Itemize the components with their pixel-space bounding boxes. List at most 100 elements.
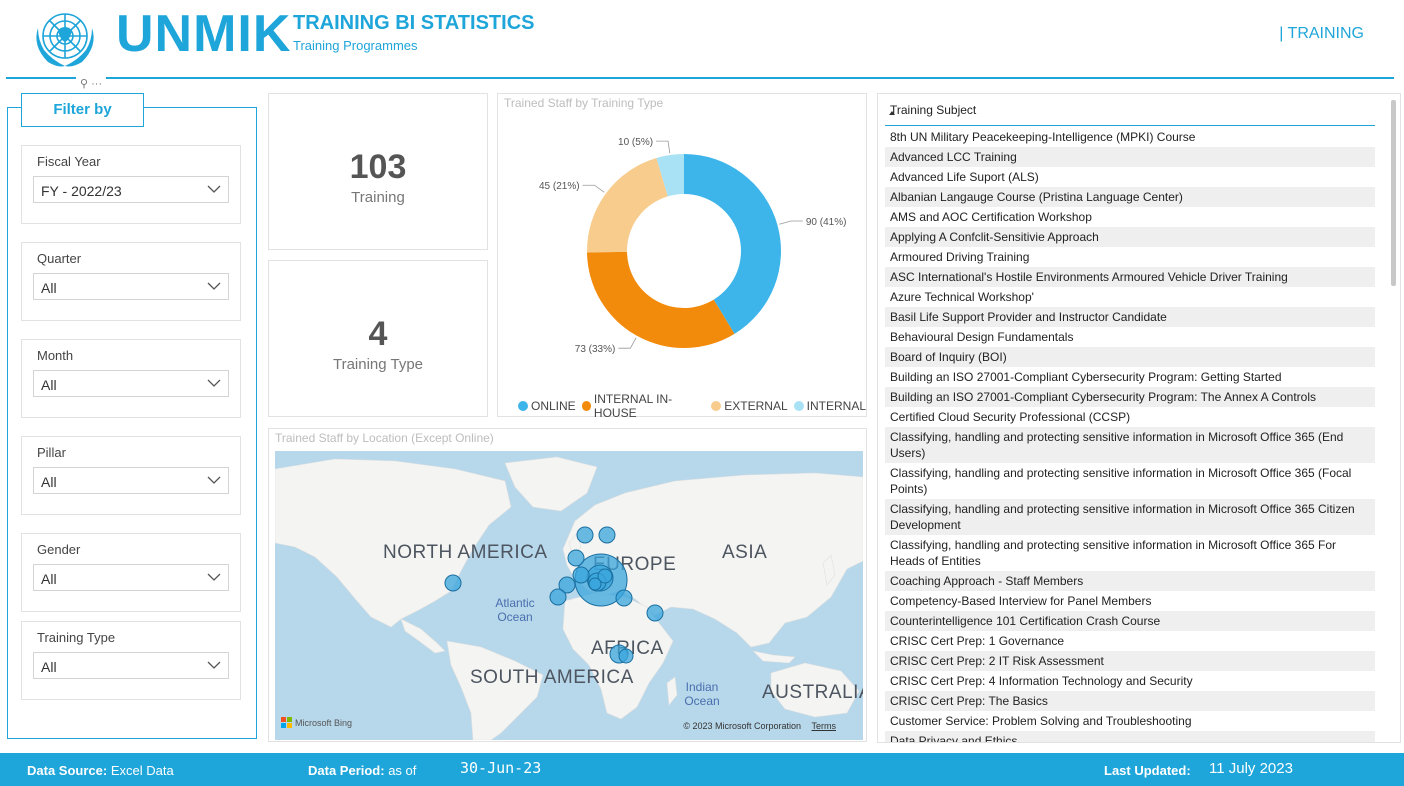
donut-slice[interactable] [656, 154, 684, 197]
kpi-value: 103 [349, 148, 407, 186]
donut-slice[interactable] [587, 251, 735, 348]
table-row[interactable]: Armoured Driving Training [890, 250, 1030, 264]
table-row[interactable]: Coaching Approach - Staff Members [885, 571, 1375, 591]
table-row[interactable]: Building an ISO 27001-Compliant Cybersec… [890, 370, 1282, 384]
legend-item[interactable]: EXTERNAL [711, 392, 788, 420]
data-label-leader [582, 184, 605, 193]
map-bubble [444, 574, 462, 592]
table-row[interactable]: Albanian Langauge Course (Pristina Langu… [885, 187, 1375, 207]
map-bubble [597, 568, 613, 584]
donut-data-label: 10 (5%) [618, 137, 653, 148]
table-scrollbar[interactable] [1391, 100, 1396, 286]
table-row[interactable]: CRISC Cert Prep: 2 IT Risk Assessment [885, 651, 1375, 671]
pin-icon[interactable]: ⚲ [80, 78, 89, 90]
slicer-label: Fiscal Year [37, 154, 101, 169]
map-bubble [618, 648, 634, 664]
legend-label: EXTERNAL [724, 399, 788, 413]
slicer-fiscal-year: Fiscal Year FY - 2022/23 [21, 145, 241, 224]
dropdown-value: All [41, 280, 57, 296]
pillar-dropdown[interactable]: All [33, 467, 229, 494]
table-row[interactable]: Classifying, handling and protecting sen… [890, 538, 1336, 568]
map-terms-link[interactable]: Terms [811, 721, 837, 731]
slicer-quarter: Quarter All [21, 242, 241, 321]
header-divider [6, 77, 1394, 79]
footer-source-value: Excel Data [110, 763, 174, 778]
table-row[interactable]: Counterintelligence 101 Certification Cr… [885, 611, 1375, 631]
slicer-training-type: Training Type All [21, 621, 241, 700]
footer-period-prefix: as of [388, 763, 417, 778]
bing-label: Microsoft Bing [295, 717, 353, 728]
legend-item[interactable]: INTERNAL [793, 392, 866, 420]
table-row[interactable]: CRISC Cert Prep: 1 Governance [890, 634, 1065, 648]
table-row[interactable]: Applying A Confclit-Sensitivie Approach [885, 227, 1375, 247]
more-options-icon[interactable]: ··· [91, 78, 103, 90]
legend-label: INTERNAL [806, 399, 866, 413]
training-type-dropdown[interactable]: All [33, 652, 229, 679]
table-row[interactable]: Building an ISO 27001-Compliant Cybersec… [885, 387, 1375, 407]
legend-item[interactable]: ONLINE [518, 392, 576, 420]
slicer-month: Month All [21, 339, 241, 418]
table-row[interactable]: CRISC Cert Prep: The Basics [885, 691, 1375, 711]
table-row[interactable]: Customer Service: Problem Solving and Tr… [890, 714, 1192, 728]
map-label-asia: ASIA [722, 542, 768, 563]
header: UNMIK TRAINING BI STATISTICS Training Pr… [0, 0, 1404, 90]
table-row[interactable]: Behavioural Design Fundamentals [890, 330, 1074, 344]
column-header-training-subject[interactable]: Training Subject [885, 102, 1375, 126]
table-row[interactable]: Certified Cloud Security Professional (C… [890, 410, 1131, 424]
footer-source-label: Data Source: [27, 763, 108, 778]
table-row[interactable]: Classifying, handling and protecting sen… [885, 499, 1375, 535]
table-row[interactable]: Advanced LCC Training [885, 147, 1375, 167]
map-label-australia: AUSTRALIA [762, 682, 863, 703]
legend-label: ONLINE [531, 399, 576, 413]
kpi-card-training-type: 4 Training Type [268, 260, 488, 417]
world-map[interactable]: NORTH AMERICA EUROPE ASIA AFRICA SOUTH A… [275, 451, 863, 740]
map-bubble [549, 588, 567, 606]
donut-data-label: 73 (33%) [575, 344, 616, 355]
table-row[interactable]: Basil Life Support Provider and Instruct… [885, 307, 1375, 327]
chevron-down-icon [207, 379, 221, 387]
footer-period-label: Data Period: [308, 763, 385, 778]
table-row[interactable]: Data Privacy and Ethics [885, 731, 1375, 742]
table-row[interactable]: Advanced Life Suport (ALS) [890, 170, 1039, 184]
dropdown-value: All [41, 474, 57, 490]
map-bubbles [444, 526, 664, 664]
slicer-label: Quarter [37, 251, 82, 266]
footer-period-date: 30-Jun-23 [460, 759, 542, 777]
page-subtitle: Training Programmes [293, 38, 418, 53]
un-emblem-icon [36, 13, 94, 67]
data-label-leader [779, 220, 803, 225]
data-label-leader [656, 140, 671, 154]
donut-chart: 90 (41%) 73 (33%) 45 (21%) 10 (5%) [539, 137, 846, 355]
brand-name: UNMIK [116, 5, 292, 63]
map-label-atlantic-ocean: Atlantic Ocean [495, 596, 535, 624]
table-row[interactable]: ASC International's Hostile Environments… [885, 267, 1375, 287]
donut-slice[interactable] [684, 154, 781, 334]
table-row[interactable]: AMS and AOC Certification Workshop [890, 210, 1092, 224]
bing-attribution: Microsoft Bing [281, 717, 352, 728]
quarter-dropdown[interactable]: All [33, 273, 229, 300]
fiscal-year-dropdown[interactable]: FY - 2022/23 [33, 176, 229, 203]
dropdown-value: All [41, 571, 57, 587]
dropdown-value: FY - 2022/23 [41, 183, 122, 199]
table-row[interactable]: Classifying, handling and protecting sen… [885, 427, 1375, 463]
footer-updated-date: 11 July 2023 [1209, 760, 1293, 777]
table-row[interactable]: Competency-Based Interview for Panel Mem… [890, 594, 1152, 608]
table-row[interactable]: 8th UN Military Peacekeeping-Intelligenc… [890, 130, 1196, 144]
legend-item[interactable]: INTERNAL IN-HOUSE [581, 392, 706, 420]
map-title: Trained Staff by Location (Except Online… [275, 431, 494, 445]
donut-slice[interactable] [587, 158, 668, 253]
legend-dot [518, 401, 528, 411]
map-bubble [615, 589, 633, 607]
table-row[interactable]: CRISC Cert Prep: 4 Information Technolog… [890, 674, 1193, 688]
sort-ascending-icon[interactable] [889, 111, 895, 115]
map-bubble [588, 577, 602, 591]
month-dropdown[interactable]: All [33, 370, 229, 397]
gender-dropdown[interactable]: All [33, 564, 229, 591]
nav-link-training[interactable]: | TRAINING [1279, 25, 1364, 42]
table-row[interactable]: Board of Inquiry (BOI) [885, 347, 1375, 367]
dropdown-value: All [41, 377, 57, 393]
visual-header-icons[interactable]: ⚲ ··· [76, 77, 107, 90]
table-row[interactable]: Classifying, handling and protecting sen… [890, 466, 1352, 496]
table-row[interactable]: Azure Technical Workshop' [890, 290, 1034, 304]
